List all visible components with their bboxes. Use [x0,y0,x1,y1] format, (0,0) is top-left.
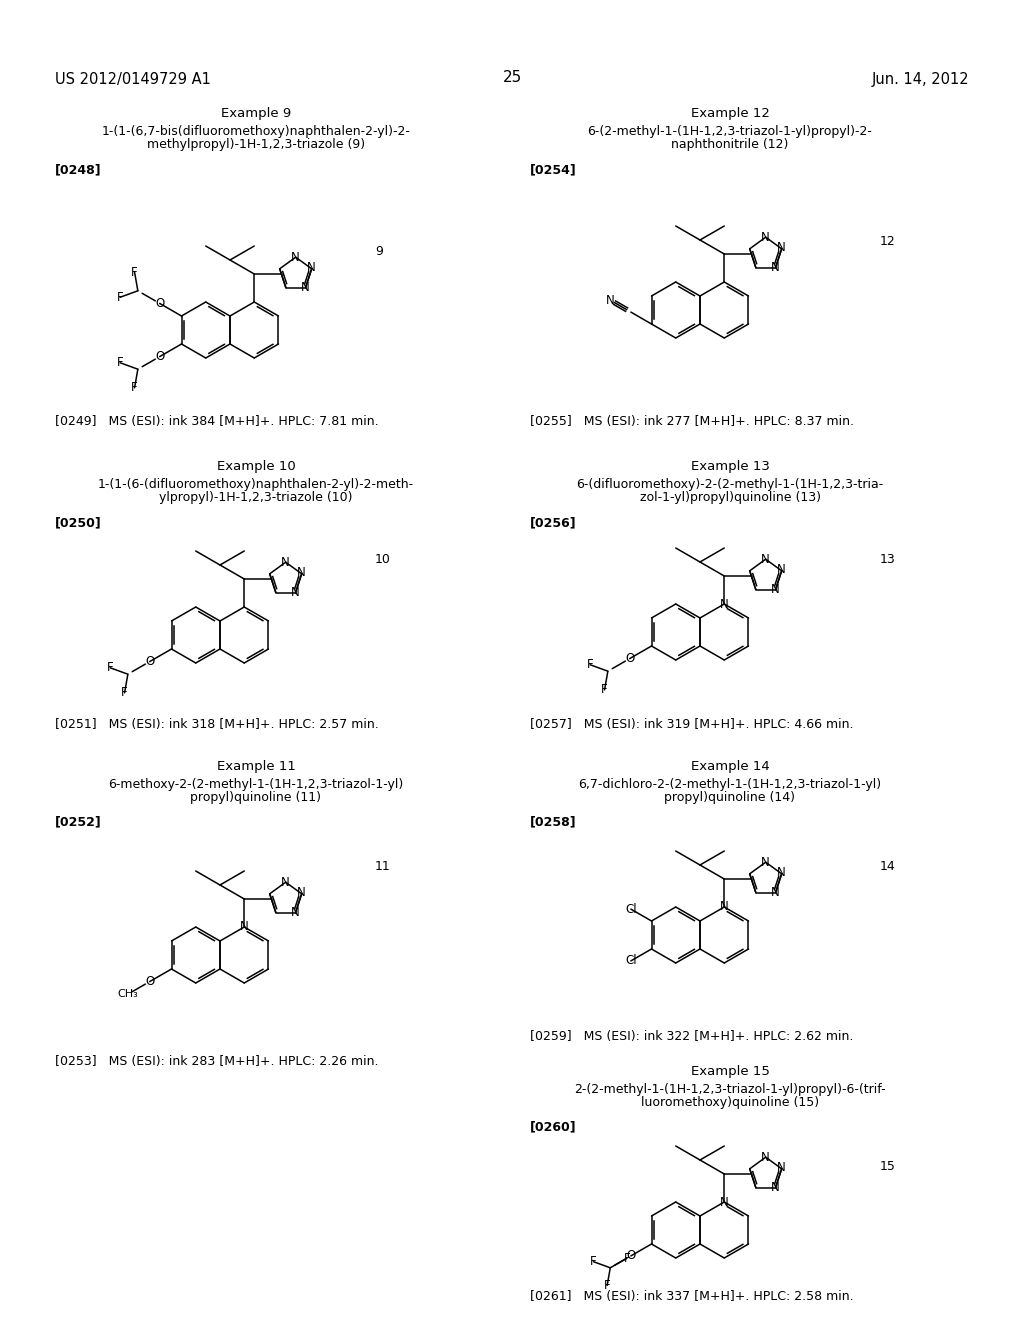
Text: F: F [131,265,138,279]
Text: N: N [771,1181,780,1195]
Text: N: N [291,251,300,264]
Text: F: F [131,381,138,395]
Text: CH₃: CH₃ [118,989,138,999]
Text: [0248]: [0248] [55,162,101,176]
Text: F: F [604,1279,610,1292]
Text: propyl)quinoline (14): propyl)quinoline (14) [665,791,796,804]
Text: methylpropyl)-1H-1,2,3-triazole (9): methylpropyl)-1H-1,2,3-triazole (9) [146,139,366,150]
Text: F: F [117,290,124,304]
Text: N: N [307,261,316,275]
Text: N: N [301,281,310,294]
Text: 10: 10 [375,553,391,566]
Text: N: N [777,564,786,577]
Text: 14: 14 [880,861,896,873]
Text: F: F [121,686,128,700]
Text: N: N [291,586,300,599]
Text: 2-(2-methyl-1-(1H-1,2,3-triazol-1-yl)propyl)-6-(trif-: 2-(2-methyl-1-(1H-1,2,3-triazol-1-yl)pro… [574,1082,886,1096]
Text: N: N [777,866,786,879]
Text: [0255]   MS (ESI): ink 277 [M+H]+. HPLC: 8.37 min.: [0255] MS (ESI): ink 277 [M+H]+. HPLC: 8… [530,414,854,428]
Text: N: N [720,598,729,610]
Text: N: N [606,294,614,306]
Text: 1-(1-(6,7-bis(difluoromethoxy)naphthalen-2-yl)-2-: 1-(1-(6,7-bis(difluoromethoxy)naphthalen… [101,125,411,139]
Text: [0252]: [0252] [55,814,101,828]
Text: N: N [777,1162,786,1175]
Text: N: N [761,553,770,566]
Text: propyl)quinoline (11): propyl)quinoline (11) [190,791,322,804]
Text: ylpropyl)-1H-1,2,3-triazole (10): ylpropyl)-1H-1,2,3-triazole (10) [160,491,352,504]
Text: F: F [624,1251,630,1265]
Text: [0249]   MS (ESI): ink 384 [M+H]+. HPLC: 7.81 min.: [0249] MS (ESI): ink 384 [M+H]+. HPLC: 7… [55,414,379,428]
Text: F: F [590,1255,597,1269]
Text: N: N [761,1151,770,1164]
Text: [0251]   MS (ESI): ink 318 [M+H]+. HPLC: 2.57 min.: [0251] MS (ESI): ink 318 [M+H]+. HPLC: 2… [55,718,379,731]
Text: N: N [771,583,780,597]
Text: O: O [155,297,164,310]
Text: naphthonitrile (12): naphthonitrile (12) [672,139,788,150]
Text: Example 12: Example 12 [690,107,769,120]
Text: [0250]: [0250] [55,516,101,529]
Text: [0259]   MS (ESI): ink 322 [M+H]+. HPLC: 2.62 min.: [0259] MS (ESI): ink 322 [M+H]+. HPLC: 2… [530,1030,853,1043]
Text: N: N [771,261,780,275]
Text: luoromethoxy)quinoline (15): luoromethoxy)quinoline (15) [641,1096,819,1109]
Text: Example 13: Example 13 [690,459,769,473]
Text: O: O [145,655,155,668]
Text: [0260]: [0260] [530,1119,577,1133]
Text: F: F [587,659,593,672]
Text: N: N [297,886,306,899]
Text: O: O [145,975,155,989]
Text: [0254]: [0254] [530,162,577,176]
Text: O: O [625,652,634,665]
Text: 6-methoxy-2-(2-methyl-1-(1H-1,2,3-triazol-1-yl): 6-methoxy-2-(2-methyl-1-(1H-1,2,3-triazo… [109,777,403,791]
Text: Cl: Cl [625,903,637,916]
Text: [0258]: [0258] [530,814,577,828]
Text: 12: 12 [880,235,896,248]
Text: 6-(difluoromethoxy)-2-(2-methyl-1-(1H-1,2,3-tria-: 6-(difluoromethoxy)-2-(2-methyl-1-(1H-1,… [577,478,884,491]
Text: N: N [720,900,729,913]
Text: N: N [761,231,770,244]
Text: N: N [761,855,770,869]
Text: F: F [106,661,114,675]
Text: US 2012/0149729 A1: US 2012/0149729 A1 [55,73,211,87]
Text: 15: 15 [880,1160,896,1173]
Text: Example 15: Example 15 [690,1065,769,1078]
Text: Example 11: Example 11 [216,760,296,774]
Text: F: F [601,684,608,697]
Text: N: N [291,906,300,919]
Text: Jun. 14, 2012: Jun. 14, 2012 [871,73,969,87]
Text: Example 9: Example 9 [221,107,291,120]
Text: [0257]   MS (ESI): ink 319 [M+H]+. HPLC: 4.66 min.: [0257] MS (ESI): ink 319 [M+H]+. HPLC: 4… [530,718,853,731]
Text: 1-(1-(6-(difluoromethoxy)naphthalen-2-yl)-2-meth-: 1-(1-(6-(difluoromethoxy)naphthalen-2-yl… [98,478,414,491]
Text: N: N [720,1196,729,1209]
Text: N: N [297,566,306,579]
Text: 6,7-dichloro-2-(2-methyl-1-(1H-1,2,3-triazol-1-yl): 6,7-dichloro-2-(2-methyl-1-(1H-1,2,3-tri… [579,777,882,791]
Text: N: N [282,875,290,888]
Text: N: N [777,242,786,255]
Text: 25: 25 [503,70,521,84]
Text: 6-(2-methyl-1-(1H-1,2,3-triazol-1-yl)propyl)-2-: 6-(2-methyl-1-(1H-1,2,3-triazol-1-yl)pro… [588,125,872,139]
Text: zol-1-yl)propyl)quinoline (13): zol-1-yl)propyl)quinoline (13) [640,491,820,504]
Text: [0253]   MS (ESI): ink 283 [M+H]+. HPLC: 2.26 min.: [0253] MS (ESI): ink 283 [M+H]+. HPLC: 2… [55,1055,379,1068]
Text: N: N [282,556,290,569]
Text: F: F [117,356,124,370]
Text: O: O [155,350,164,363]
Text: [0261]   MS (ESI): ink 337 [M+H]+. HPLC: 2.58 min.: [0261] MS (ESI): ink 337 [M+H]+. HPLC: 2… [530,1290,854,1303]
Text: 9: 9 [375,246,383,257]
Text: [0256]: [0256] [530,516,577,529]
Text: 11: 11 [375,861,391,873]
Text: Cl: Cl [625,954,637,968]
Text: N: N [771,886,780,899]
Text: O: O [627,1250,636,1262]
Text: 13: 13 [880,553,896,566]
Text: N: N [240,920,249,933]
Text: Example 10: Example 10 [217,459,295,473]
Text: Example 14: Example 14 [690,760,769,774]
